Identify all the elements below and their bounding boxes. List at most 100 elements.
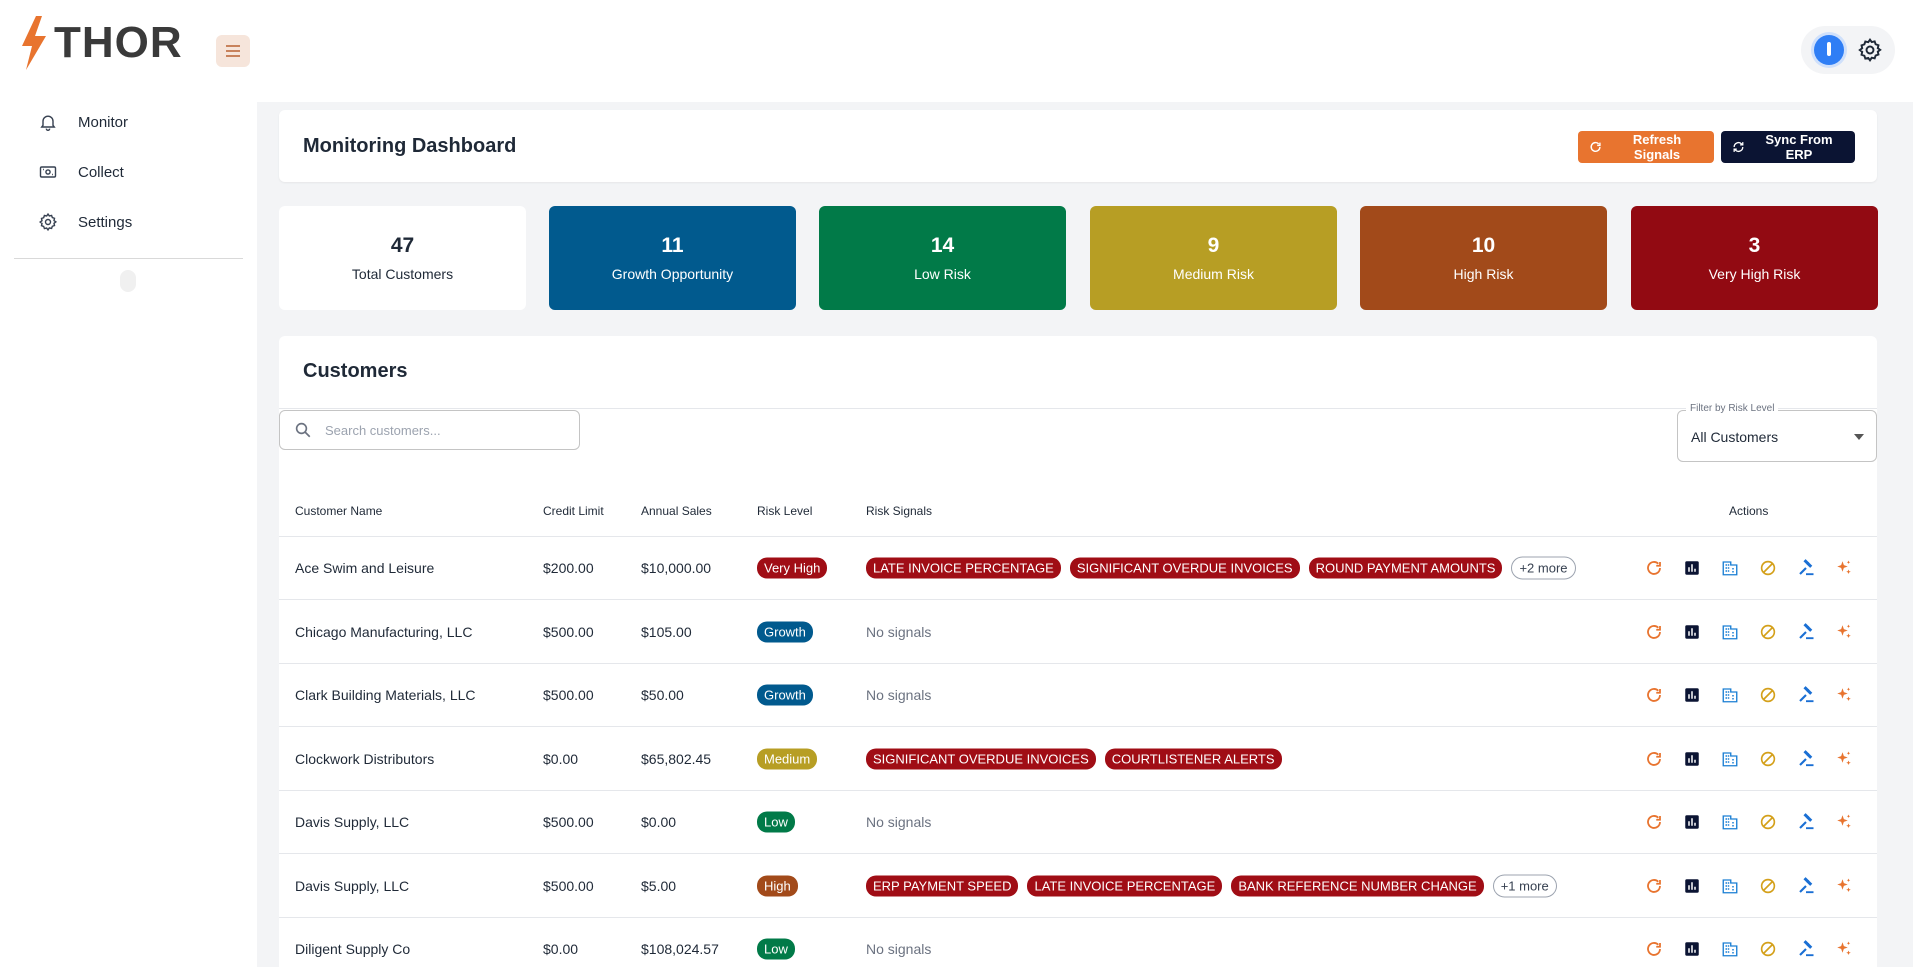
sparkle-action-button[interactable] xyxy=(1835,750,1853,768)
chart-action-button[interactable] xyxy=(1683,813,1701,831)
building-action-button[interactable] xyxy=(1721,623,1739,641)
building-icon xyxy=(1721,750,1739,768)
column-header-credit-limit[interactable]: Credit Limit xyxy=(543,504,604,518)
sync-from-erp-label: Sync From ERP xyxy=(1765,132,1833,162)
refresh-action-button[interactable] xyxy=(1645,686,1663,704)
refresh-action-button[interactable] xyxy=(1645,940,1663,958)
sidebar-item-collect[interactable]: Collect xyxy=(0,152,257,192)
chart-action-button[interactable] xyxy=(1683,877,1701,895)
menu-toggle-button[interactable] xyxy=(216,35,250,67)
gavel-action-button[interactable] xyxy=(1797,940,1815,958)
table-row[interactable]: Davis Supply, LLC $500.00 $5.00 High ERP PAY… xyxy=(279,855,1877,918)
stat-total-customers[interactable]: 47 Total Customers xyxy=(279,206,526,310)
column-header-annual-sales[interactable]: Annual Sales xyxy=(641,504,712,518)
risk-level-filter[interactable]: Filter by Risk Level All Customers xyxy=(1677,403,1877,462)
refresh-action-button[interactable] xyxy=(1645,623,1663,641)
stat-growth-opportunity[interactable]: 11 Growth Opportunity xyxy=(549,206,796,310)
block-action-button[interactable] xyxy=(1759,559,1777,577)
hamburger-icon xyxy=(226,50,240,52)
table-row[interactable]: Chicago Manufacturing, LLC $500.00 $105.00… xyxy=(279,601,1877,664)
building-action-button[interactable] xyxy=(1721,877,1739,895)
table-row[interactable]: Ace Swim and Leisure $200.00 $10,000.00 Ver… xyxy=(279,537,1877,600)
refresh-action-button[interactable] xyxy=(1645,750,1663,768)
stat-medium-risk[interactable]: 9 Medium Risk xyxy=(1090,206,1337,310)
search-input[interactable] xyxy=(325,422,565,438)
sparkle-action-button[interactable] xyxy=(1835,813,1853,831)
gavel-action-button[interactable] xyxy=(1797,813,1815,831)
gavel-action-button[interactable] xyxy=(1797,686,1815,704)
table-row[interactable]: Davis Supply, LLC $500.00 $0.00 Low No signa… xyxy=(279,791,1877,854)
gavel-action-button[interactable] xyxy=(1797,559,1815,577)
refresh-signals-button[interactable]: Refresh Signals xyxy=(1578,131,1714,163)
chart-action-button[interactable] xyxy=(1683,750,1701,768)
sidebar-item-settings[interactable]: Settings xyxy=(0,202,257,242)
building-action-button[interactable] xyxy=(1721,559,1739,577)
customer-name[interactable]: Clockwork Distributors xyxy=(295,750,435,767)
chart-action-button[interactable] xyxy=(1683,940,1701,958)
column-header-risk-level[interactable]: Risk Level xyxy=(757,504,813,518)
refresh-icon xyxy=(1645,686,1663,704)
sparkle-action-button[interactable] xyxy=(1835,940,1853,958)
building-action-button[interactable] xyxy=(1721,813,1739,831)
customers-title: Customers xyxy=(303,360,408,382)
sparkle-action-button[interactable] xyxy=(1835,686,1853,704)
customer-name[interactable]: Davis Supply, LLC xyxy=(295,814,410,830)
gavel-action-button[interactable] xyxy=(1797,876,1815,895)
block-action-button[interactable] xyxy=(1759,623,1777,641)
gavel-action-button[interactable] xyxy=(1797,622,1815,641)
stat-low-risk[interactable]: 14 Low Risk xyxy=(819,206,1066,310)
customer-name[interactable]: Ace Swim and Leisure xyxy=(295,560,435,576)
refresh-icon xyxy=(1645,750,1663,768)
stat-value: 11 xyxy=(661,234,684,257)
no-signals-text: No signals xyxy=(866,687,932,703)
gear-icon[interactable] xyxy=(1857,37,1883,63)
refresh-icon xyxy=(1645,877,1663,895)
sidebar-scroll-handle[interactable] xyxy=(120,270,136,292)
annual-sales: $50.00 xyxy=(641,687,684,703)
table-row[interactable]: Clark Building Materials, LLC $500.00 $50.… xyxy=(279,664,1877,727)
block-action-button[interactable] xyxy=(1759,813,1777,831)
block-action-button[interactable] xyxy=(1759,940,1777,958)
building-action-button[interactable] xyxy=(1721,750,1739,768)
sync-from-erp-button[interactable]: Sync From ERP xyxy=(1721,131,1855,163)
stat-value: 47 xyxy=(390,234,415,257)
filter-label: Filter by Risk Level xyxy=(1686,403,1779,414)
filter-value: All Customers xyxy=(1691,429,1779,445)
sidebar-item-monitor[interactable]: Monitor xyxy=(0,102,257,142)
stat-very-high-risk[interactable]: 3 Very High Risk xyxy=(1631,206,1878,310)
building-action-button[interactable] xyxy=(1721,940,1739,958)
refresh-action-button[interactable] xyxy=(1645,813,1663,831)
building-action-button[interactable] xyxy=(1721,686,1739,704)
bell-icon xyxy=(40,115,56,131)
customer-name[interactable]: Davis Supply, LLC xyxy=(295,877,410,894)
block-action-button[interactable] xyxy=(1759,750,1777,768)
block-action-button[interactable] xyxy=(1759,877,1777,895)
customer-name[interactable]: Chicago Manufacturing, LLC xyxy=(295,623,473,640)
logo[interactable]: THOR xyxy=(20,16,183,70)
stat-label: Medium Risk xyxy=(1173,266,1254,282)
stat-high-risk[interactable]: 10 High Risk xyxy=(1360,206,1607,310)
no-signals-text: No signals xyxy=(866,814,932,830)
table-row[interactable]: Clockwork Distributors $0.00 $65,802.45 Med… xyxy=(279,728,1877,791)
refresh-action-button[interactable] xyxy=(1645,559,1663,577)
search-box[interactable] xyxy=(279,410,580,450)
block-action-button[interactable] xyxy=(1759,686,1777,704)
user-status-icon[interactable] xyxy=(1813,35,1844,65)
stat-label: Low Risk xyxy=(914,266,971,282)
refresh-action-button[interactable] xyxy=(1645,877,1663,895)
more-signals-chip[interactable]: +1 more xyxy=(1492,874,1557,897)
customer-name[interactable]: Clark Building Materials, LLC xyxy=(295,687,476,703)
chart-action-button[interactable] xyxy=(1683,559,1701,577)
sparkle-action-button[interactable] xyxy=(1835,877,1853,895)
sparkle-action-button[interactable] xyxy=(1835,623,1853,641)
customer-name[interactable]: Diligent Supply Co xyxy=(295,941,411,957)
chart-action-button[interactable] xyxy=(1683,686,1701,704)
gavel-action-button[interactable] xyxy=(1797,749,1815,768)
table-row[interactable]: Diligent Supply Co $0.00 $108,024.57 Low No … xyxy=(279,918,1877,967)
column-header-customer-name[interactable]: Customer Name xyxy=(295,504,383,518)
refresh-icon xyxy=(1645,559,1663,577)
no-signals-text: No signals xyxy=(866,623,932,640)
more-signals-chip[interactable]: +2 more xyxy=(1511,556,1576,580)
chart-action-button[interactable] xyxy=(1683,623,1701,641)
sparkle-action-button[interactable] xyxy=(1835,559,1853,577)
